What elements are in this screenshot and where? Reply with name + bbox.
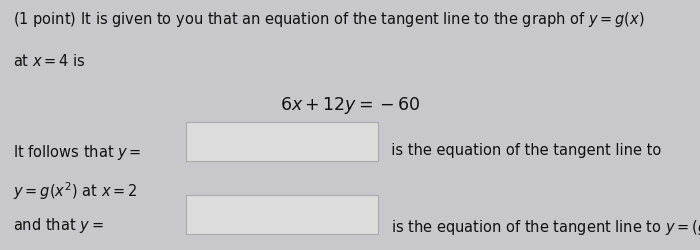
Text: $y = g(x^2)$ at $x = 2$: $y = g(x^2)$ at $x = 2$ (13, 180, 137, 202)
Text: (1 point) It is given to you that an equation of the tangent line to the graph o: (1 point) It is given to you that an equ… (13, 10, 644, 29)
Text: and that $y = $: and that $y = $ (13, 215, 103, 234)
Text: It follows that $y = $: It follows that $y = $ (13, 142, 141, 162)
FancyBboxPatch shape (186, 122, 378, 161)
Text: $6x + 12y = -60$: $6x + 12y = -60$ (280, 95, 420, 116)
Text: is the equation of the tangent line to: is the equation of the tangent line to (382, 142, 661, 158)
Text: is the equation of the tangent line to $y = (g(x))^2$: is the equation of the tangent line to $… (382, 215, 700, 236)
FancyBboxPatch shape (186, 195, 378, 234)
Text: at $x = 4$ is: at $x = 4$ is (13, 52, 85, 68)
